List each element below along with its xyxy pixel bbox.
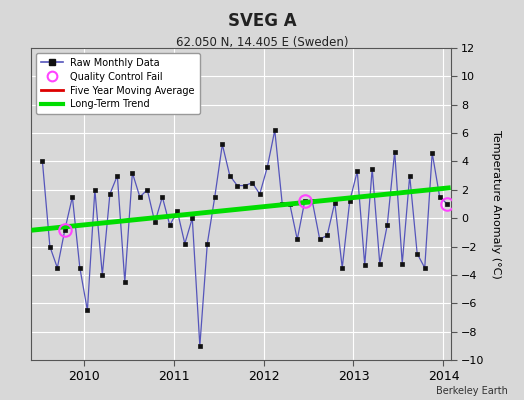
Text: Berkeley Earth: Berkeley Earth xyxy=(436,386,508,396)
Text: SVEG A: SVEG A xyxy=(228,12,296,30)
Text: 62.050 N, 14.405 E (Sweden): 62.050 N, 14.405 E (Sweden) xyxy=(176,36,348,49)
Legend: Raw Monthly Data, Quality Control Fail, Five Year Moving Average, Long-Term Tren: Raw Monthly Data, Quality Control Fail, … xyxy=(36,53,200,114)
Y-axis label: Temperature Anomaly (°C): Temperature Anomaly (°C) xyxy=(491,130,501,278)
